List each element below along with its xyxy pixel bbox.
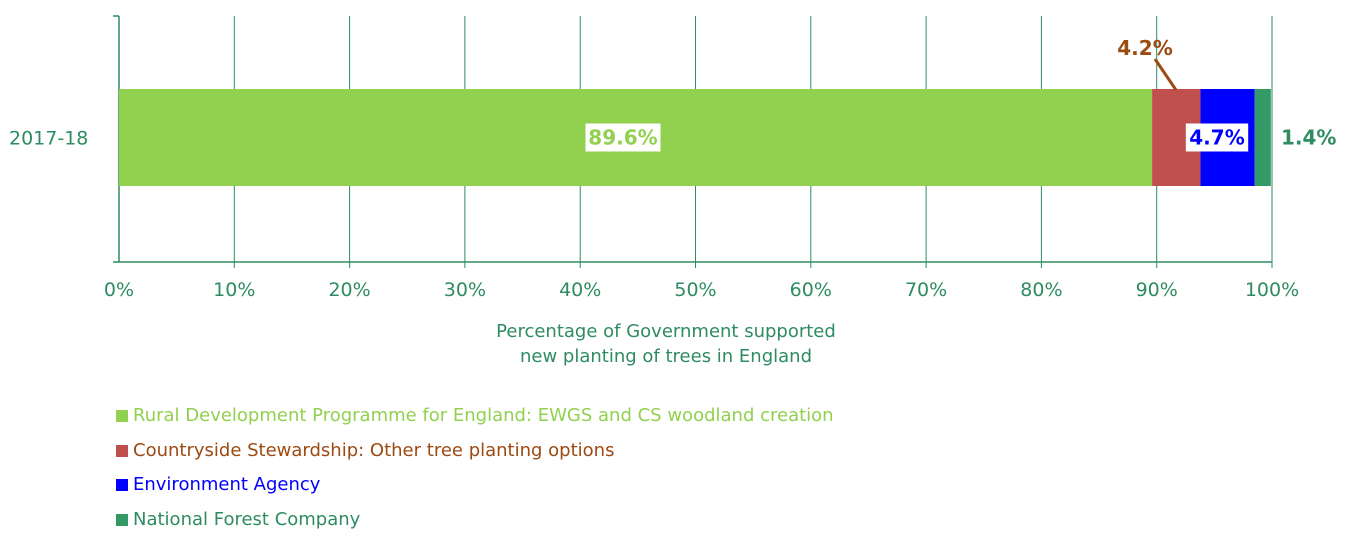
x-tick-label: 60% (790, 279, 832, 301)
bar-segment-3 (1254, 89, 1271, 186)
legend-swatch-environment-agency (116, 479, 128, 492)
legend-swatch-countryside-stewardship (116, 444, 128, 457)
x-tick-label: 70% (905, 279, 947, 301)
legend-item-rdpe: Rural Development Programme for England:… (116, 404, 834, 439)
legend-item-countryside-stewardship: Countryside Stewardship: Other tree plan… (116, 439, 834, 474)
legend-label-environment-agency: Environment Agency (133, 474, 321, 496)
category-label: 2017-18 (9, 128, 88, 150)
x-tick-label: 30% (444, 279, 486, 301)
data-label-group: 89.6% 4.2% 4.7% 1.4% (585, 36, 1336, 152)
data-label-environment-agency: 4.7% (1189, 126, 1244, 150)
legend-item-environment-agency: Environment Agency (116, 473, 834, 508)
legend-label-rdpe: Rural Development Programme for England:… (133, 405, 834, 426)
data-label-environment-agency-box (1185, 123, 1249, 152)
x-tick-label: 100% (1245, 279, 1299, 301)
x-tick-label: 40% (559, 279, 601, 301)
x-tick-label: 50% (674, 279, 716, 301)
x-tick-label: 0% (104, 279, 134, 301)
legend-swatch-rdpe (116, 410, 128, 422)
data-label-countryside-stewardship: 4.2% (1117, 36, 1172, 60)
x-axis-title-line-2: new planting of trees in England (520, 346, 812, 367)
data-label-leader-line (1153, 58, 1178, 91)
legend-label-countryside-stewardship: Countryside Stewardship: Other tree plan… (133, 439, 615, 461)
legend-label-national-forest-company: National Forest Company (133, 509, 361, 531)
bar-group (119, 89, 1271, 186)
x-tick-label: 90% (1136, 279, 1178, 301)
x-axis-title-line-1: Percentage of Government supported (496, 321, 836, 342)
data-label-rdpe: 89.6% (588, 126, 657, 150)
data-label-rdpe-box (585, 123, 661, 152)
x-tick-label: 20% (328, 279, 370, 301)
data-label-national-forest-company: 1.4% (1281, 126, 1336, 150)
legend-item-national-forest-company: National Forest Company (116, 508, 834, 543)
x-tick-label: 10% (213, 279, 255, 301)
x-tick-label: 80% (1020, 279, 1062, 301)
legend: Rural Development Programme for England:… (116, 404, 834, 543)
legend-swatch-national-forest-company (116, 514, 128, 527)
chart: 89.6% 4.2% 4.7% 1.4% 0% 10% 20% 30% 40% 50% 60% 70… (9, 15, 1336, 367)
x-tick-group: 0% 10% 20% 30% 40% 50% 60% 70% 80% 90% 100% (104, 279, 1299, 301)
